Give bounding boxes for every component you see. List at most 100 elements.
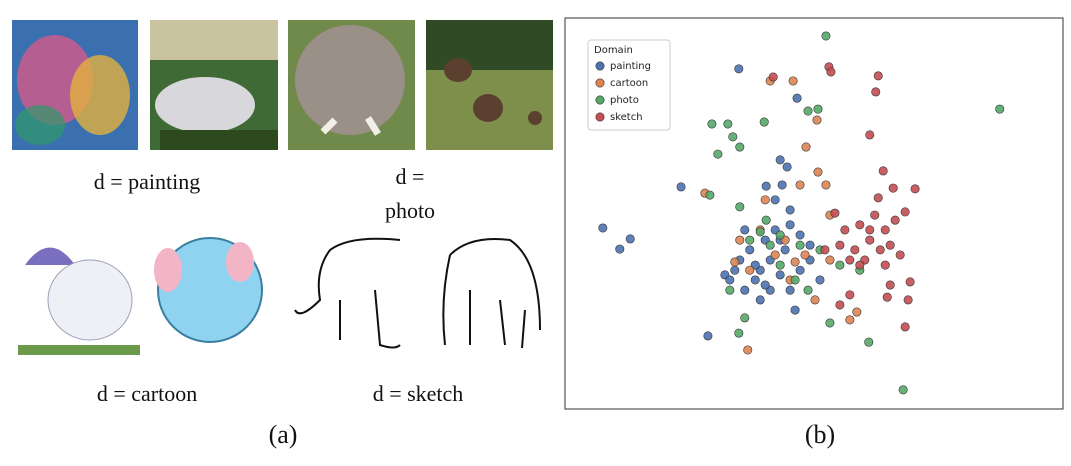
point [825,318,835,328]
point [835,300,845,310]
point [676,182,686,192]
point [728,132,738,142]
domain-label: d = sketch [372,381,464,406]
point [703,331,713,341]
legend-marker [595,112,605,122]
point [888,183,898,193]
point [760,280,770,290]
point [743,345,753,355]
point [707,119,717,129]
painting-image-1 [12,20,138,150]
point [880,225,890,235]
point [865,130,875,140]
point [813,167,823,177]
point [840,225,850,235]
point [870,210,880,220]
point [785,285,795,295]
point [755,295,765,305]
legend-marker [595,95,605,105]
point [759,117,769,127]
point [790,305,800,315]
point [745,265,755,275]
sketch-image-1 [294,237,401,349]
legend-label: cartoon [610,78,648,89]
point [735,202,745,212]
legend-title: Domain [594,45,633,56]
point [821,31,831,41]
point [735,142,745,152]
point [821,180,831,190]
point [801,142,811,152]
point [790,257,800,267]
point [725,285,735,295]
photo-image-2 [426,20,553,150]
point [873,193,883,203]
point [865,235,875,245]
point [826,67,836,77]
point [885,240,895,250]
point [775,270,785,280]
point [803,106,813,116]
domain-label: d = cartoon [96,381,198,406]
point [800,250,810,260]
point [880,260,890,270]
point [740,313,750,323]
point [625,234,635,244]
point [775,155,785,165]
panel-caption: (a) [268,420,298,449]
point [898,385,908,395]
point [782,162,792,172]
scatter-plot: Domain painting cartoon photo sketch [564,17,1064,410]
point [813,104,823,114]
point [615,244,625,254]
point [740,285,750,295]
point [765,240,775,250]
point [885,280,895,290]
legend-marker [595,78,605,88]
point [795,240,805,250]
painting-image-2 [150,20,278,150]
domain-label: d = painting [93,169,201,194]
point [845,290,855,300]
point [775,230,785,240]
point [910,184,920,194]
legend-label: sketch [610,112,643,123]
point [598,223,608,233]
point [750,275,760,285]
photo-image-1 [288,20,415,150]
point [890,215,900,225]
point [903,295,913,305]
point [845,315,855,325]
point [830,208,840,218]
point [770,250,780,260]
legend-label: painting [610,61,651,72]
point [835,260,845,270]
point [790,275,800,285]
point [788,76,798,86]
point [852,307,862,317]
point [795,265,805,275]
point [810,295,820,305]
point [895,250,905,260]
point [835,240,845,250]
point [855,220,865,230]
legend-marker [595,61,605,71]
point [792,93,802,103]
point [785,220,795,230]
point [865,225,875,235]
point [875,245,885,255]
point [723,119,733,129]
point [745,235,755,245]
point [795,180,805,190]
point [775,260,785,270]
legend-label: photo [610,95,639,106]
point [864,337,874,347]
point [882,292,892,302]
point [761,181,771,191]
legend-box [587,39,671,131]
point [780,245,790,255]
point [777,180,787,190]
point [768,72,778,82]
point [845,255,855,265]
